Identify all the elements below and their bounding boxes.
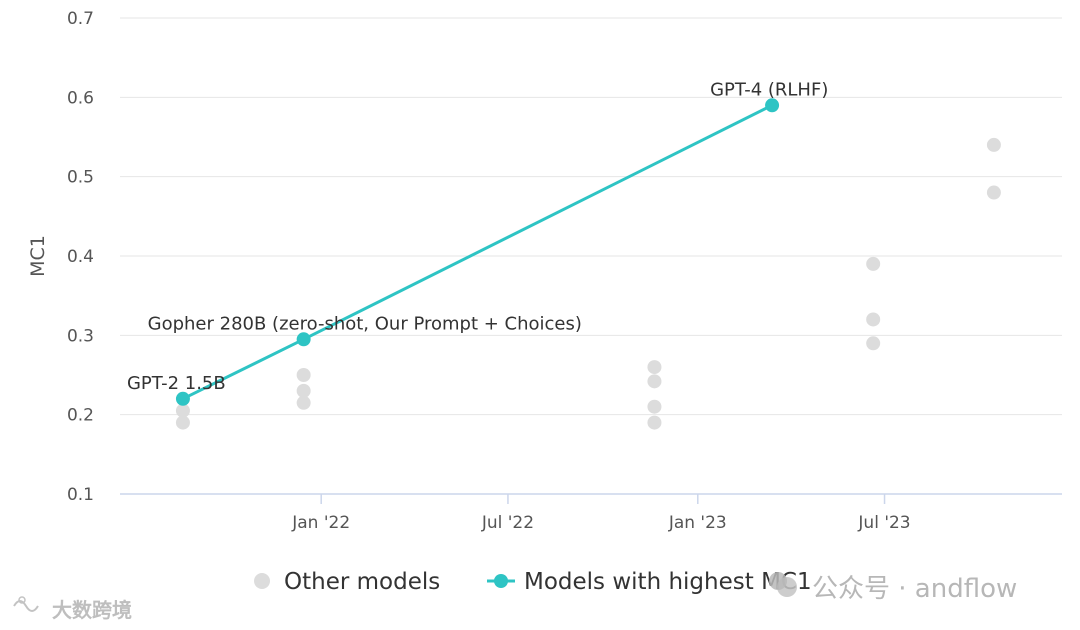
other-model-point[interactable] [647, 374, 662, 389]
highest-mc1-point[interactable] [175, 391, 190, 406]
other-model-point[interactable] [296, 368, 311, 382]
y-tick-label: 0.3 [67, 326, 94, 346]
y-axis-tick-labels: 0.1 0.2 0.3 0.4 0.5 0.6 0.7 [67, 9, 94, 505]
highest-mc1-point[interactable] [765, 98, 780, 113]
watermark-left-text: 大数跨境 [52, 598, 132, 622]
x-tick-label: Jul '23 [857, 513, 910, 533]
other-model-point[interactable] [986, 185, 1001, 200]
watermark-right: 公众号 · andflow [769, 572, 1017, 604]
highest-mc1-point[interactable] [296, 332, 311, 347]
y-tick-label: 0.5 [67, 168, 94, 188]
other-model-point[interactable] [866, 256, 881, 271]
other-model-point[interactable] [647, 360, 662, 375]
point-labels: GPT-2 1.5B Gopher 280B (zero-shot, Our Pr… [127, 79, 828, 394]
watermark-logo-dot-icon [18, 596, 26, 604]
x-tick-label: Jan '22 [291, 513, 350, 533]
watermark-logo-icon [13, 600, 39, 612]
y-tick-label: 0.7 [67, 9, 94, 29]
legend[interactable]: Other models Models with highest MC1 [254, 569, 812, 595]
series [175, 98, 1001, 430]
legend-item-highest-mc1[interactable]: Models with highest MC1 [487, 569, 812, 595]
point-label: Gopher 280B (zero-shot, Our Prompt + Cho… [148, 313, 582, 334]
legend-highest-label: Models with highest MC1 [524, 569, 812, 595]
other-model-point[interactable] [296, 395, 311, 410]
other-model-point[interactable] [647, 399, 662, 414]
other-model-point[interactable] [296, 383, 311, 398]
wechat-icon-secondary [769, 572, 787, 590]
y-tick-label: 0.6 [67, 88, 94, 108]
point-label: GPT-4 (RLHF) [710, 79, 828, 100]
watermark-left: 大数跨境 [13, 596, 132, 622]
y-tick-label: 0.1 [67, 485, 94, 505]
y-tick-label: 0.4 [67, 247, 94, 267]
other-model-point[interactable] [647, 415, 662, 430]
other-model-point[interactable] [175, 415, 190, 430]
legend-other-marker [254, 573, 270, 589]
y-tick-label: 0.2 [67, 406, 94, 426]
y-axis-title: MC1 [27, 235, 49, 277]
legend-highest-marker [494, 574, 508, 588]
x-axis-ticks: Jan '22 Jul '22 Jan '23 Jul '23 [291, 494, 911, 533]
legend-item-other-models[interactable]: Other models [254, 569, 440, 595]
other-model-point[interactable] [986, 137, 1001, 152]
legend-other-label: Other models [284, 569, 440, 595]
watermark-right-text: 公众号 · andflow [812, 574, 1017, 604]
x-tick-label: Jul '22 [481, 513, 534, 533]
x-tick-label: Jan '23 [668, 513, 727, 533]
other-model-point[interactable] [175, 403, 190, 418]
other-model-point[interactable] [866, 336, 881, 351]
other-model-point[interactable] [866, 312, 881, 327]
grid-lines [120, 17, 1062, 416]
highest-mc1-line [182, 103, 773, 401]
point-label: GPT-2 1.5B [127, 373, 226, 394]
